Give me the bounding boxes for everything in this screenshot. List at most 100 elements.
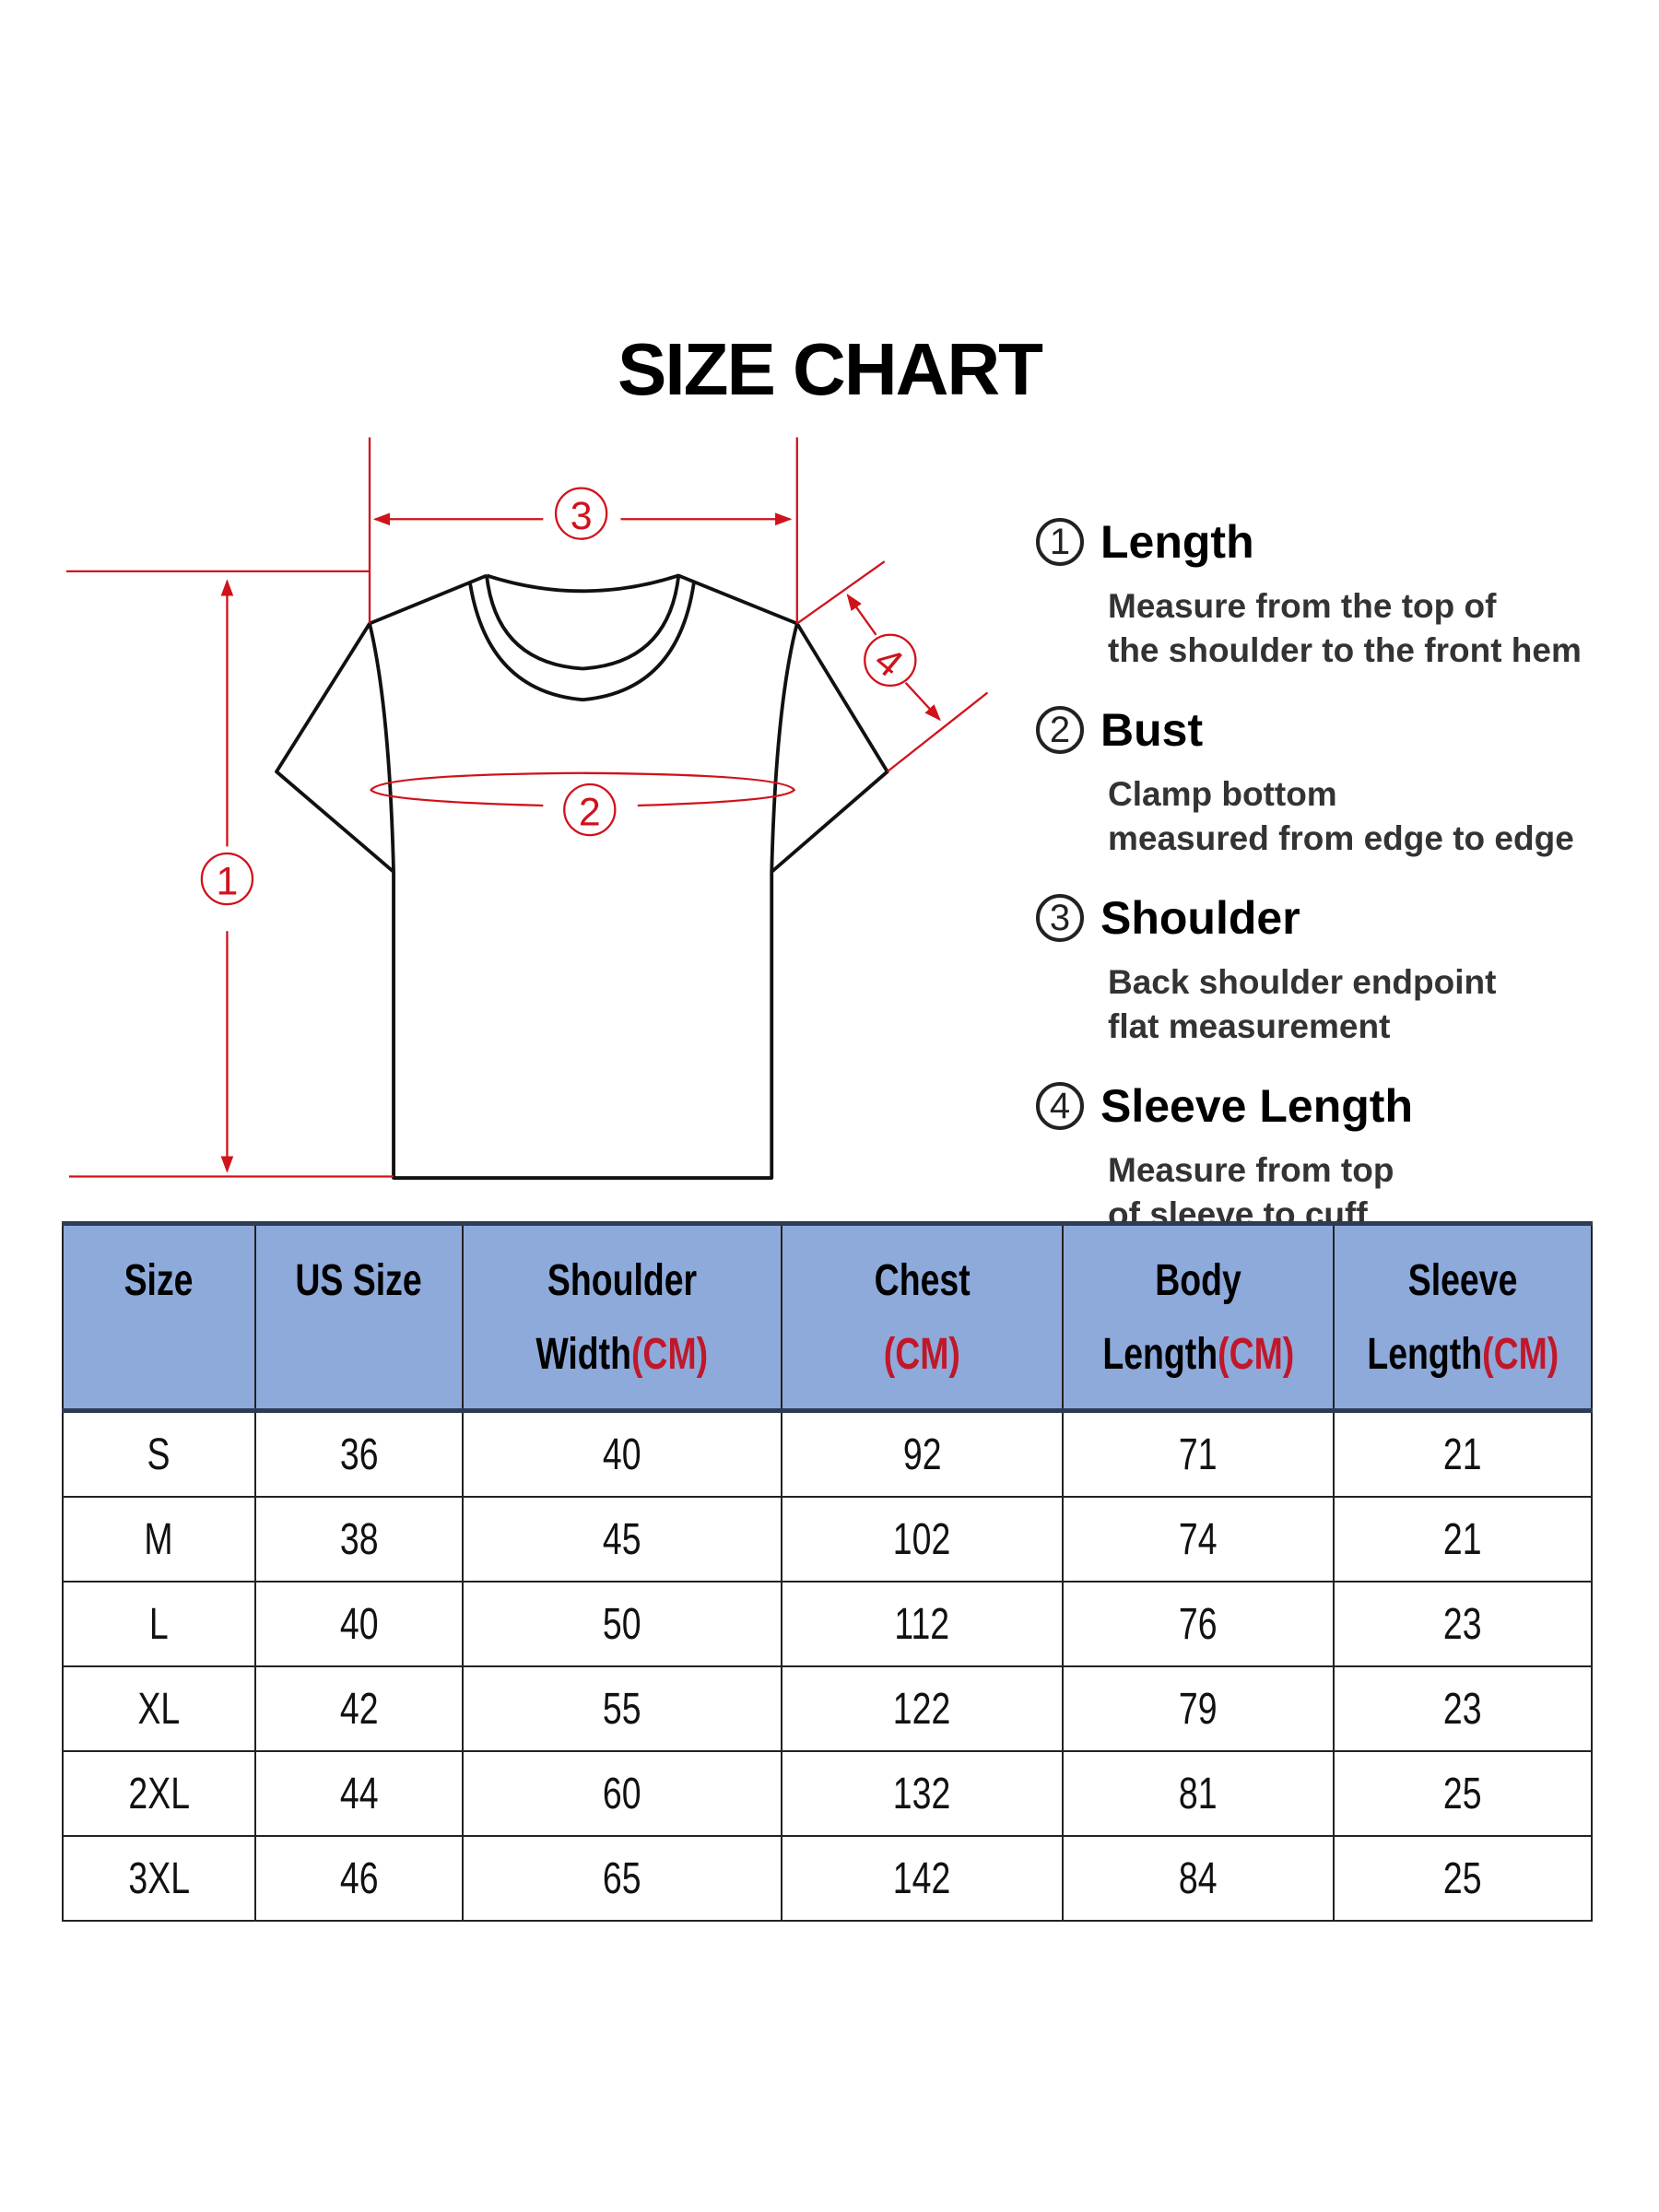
table-cell: 2XL [62,1750,256,1837]
cell-value: 44 [339,1769,379,1818]
table-cell: 79 [1062,1665,1335,1752]
size-table: Size US Size Shoulder Width(CM) Chest (CM) Bod… [62,1221,1593,1922]
table-cell: L [62,1581,256,1667]
header-text: Width [535,1330,632,1379]
table-cell: 84 [1062,1835,1335,1922]
header-text: Length [1102,1330,1218,1379]
table-row: L 40 50 112 76 23 [62,1581,1593,1667]
cell-value: 84 [1179,1853,1218,1903]
header-text: Shoulder [547,1256,698,1305]
marker-4: 4 [864,633,917,688]
table-cell: 50 [462,1581,782,1667]
column-header: Shoulder Width(CM) [462,1221,782,1413]
cell-value: 60 [603,1769,641,1818]
table-cell: M [62,1496,256,1583]
svg-text:3: 3 [571,494,593,538]
cell-value: 112 [894,1599,950,1649]
legend-title: Bust [1100,704,1204,756]
header-text: US Size [295,1256,423,1305]
table-cell: 55 [462,1665,782,1752]
legend-desc: measured from edge to edge [1108,819,1574,857]
cell-value: 92 [902,1430,942,1479]
cell-value: 46 [339,1853,379,1903]
legend-desc: Clamp bottom [1108,775,1337,813]
legend-item-length: 1 Length Measure from the top of the shoul… [1036,505,1644,673]
unit-label: (CM) [1481,1330,1559,1379]
cell-value: M [144,1514,173,1564]
table-cell: 60 [462,1750,782,1837]
table-cell: S [62,1409,256,1498]
table-cell: 23 [1333,1581,1593,1667]
circled-number: 4 [1036,1082,1084,1130]
table-cell: 76 [1062,1581,1335,1667]
cell-value: 122 [893,1684,951,1734]
column-header: US Size [253,1221,465,1413]
legend-desc: Measure from the top of [1108,587,1497,625]
legend-desc: the shoulder to the front hem [1108,631,1582,669]
cell-value: 21 [1443,1514,1482,1564]
cell-value: 40 [603,1430,641,1479]
table-cell: 21 [1333,1496,1593,1583]
cell-value: 55 [603,1684,641,1734]
legend-item-bust: 2 Bust Clamp bottom measured from edge to … [1036,693,1644,861]
svg-text:1: 1 [217,859,239,903]
cell-value: 23 [1443,1684,1482,1734]
table-row: XL 42 55 122 79 23 [62,1665,1593,1752]
table-cell: 81 [1062,1750,1335,1837]
table-row: 2XL 44 60 132 81 25 [62,1750,1593,1837]
legend-item-sleeve-length: 4 Sleeve Length Measure from top of sleeve… [1036,1069,1644,1237]
cell-value: XL [137,1684,181,1734]
table-cell: 142 [780,1835,1065,1922]
header-text: Sleeve [1407,1256,1518,1305]
page-title: SIZE CHART [618,328,1043,410]
cell-value: 3XL [127,1853,190,1903]
measurement-legend: 1 Length Measure from the top of the shoul… [1036,505,1644,1257]
table-cell: 102 [780,1496,1065,1583]
cell-value: 76 [1179,1599,1218,1649]
cell-value: 74 [1179,1514,1218,1564]
table-cell: 46 [253,1835,465,1922]
table-cell: 71 [1062,1409,1335,1498]
cell-value: 79 [1179,1684,1218,1734]
legend-item-shoulder: 3 Shoulder Back shoulder endpoint flat mea… [1036,881,1644,1049]
legend-desc: flat measurement [1108,1007,1391,1045]
table-cell: 23 [1333,1665,1593,1752]
cell-value: 21 [1443,1430,1482,1479]
table-row: 3XL 46 65 142 84 25 [62,1835,1593,1922]
table-cell: 40 [462,1409,782,1498]
header-text: Body [1155,1256,1241,1305]
legend-title: Sleeve Length [1100,1080,1413,1132]
table-row: S 36 40 92 71 21 [62,1409,1593,1498]
circled-number: 2 [1036,706,1084,754]
table-cell: 25 [1333,1750,1593,1837]
column-header: Sleeve Length(CM) [1333,1221,1593,1413]
cell-value: 42 [339,1684,379,1734]
cell-value: 50 [603,1599,641,1649]
legend-title: Shoulder [1100,892,1300,944]
svg-text:2: 2 [579,790,601,834]
cell-value: 23 [1443,1599,1482,1649]
legend-title: Length [1100,516,1254,568]
cell-value: 2XL [127,1769,190,1818]
header-text: Length [1367,1330,1482,1379]
table-cell: 122 [780,1665,1065,1752]
marker-2: 2 [563,782,617,837]
table-cell: 92 [780,1409,1065,1498]
table-cell: 74 [1062,1496,1335,1583]
legend-desc: Measure from top [1108,1151,1394,1189]
legend-desc: Back shoulder endpoint [1108,963,1497,1001]
table-cell: XL [62,1665,256,1752]
cell-value: 65 [603,1853,641,1903]
header-text: Chest [874,1256,971,1305]
column-header: Size [62,1221,256,1413]
cell-value: 102 [893,1514,951,1564]
cell-value: 25 [1443,1853,1482,1903]
cell-value: 45 [603,1514,641,1564]
cell-value: L [148,1599,169,1649]
unit-label: (CM) [631,1330,709,1379]
cell-value: 38 [339,1514,379,1564]
header-text: Size [124,1256,194,1305]
table-cell: 132 [780,1750,1065,1837]
table-cell: 36 [253,1409,465,1498]
